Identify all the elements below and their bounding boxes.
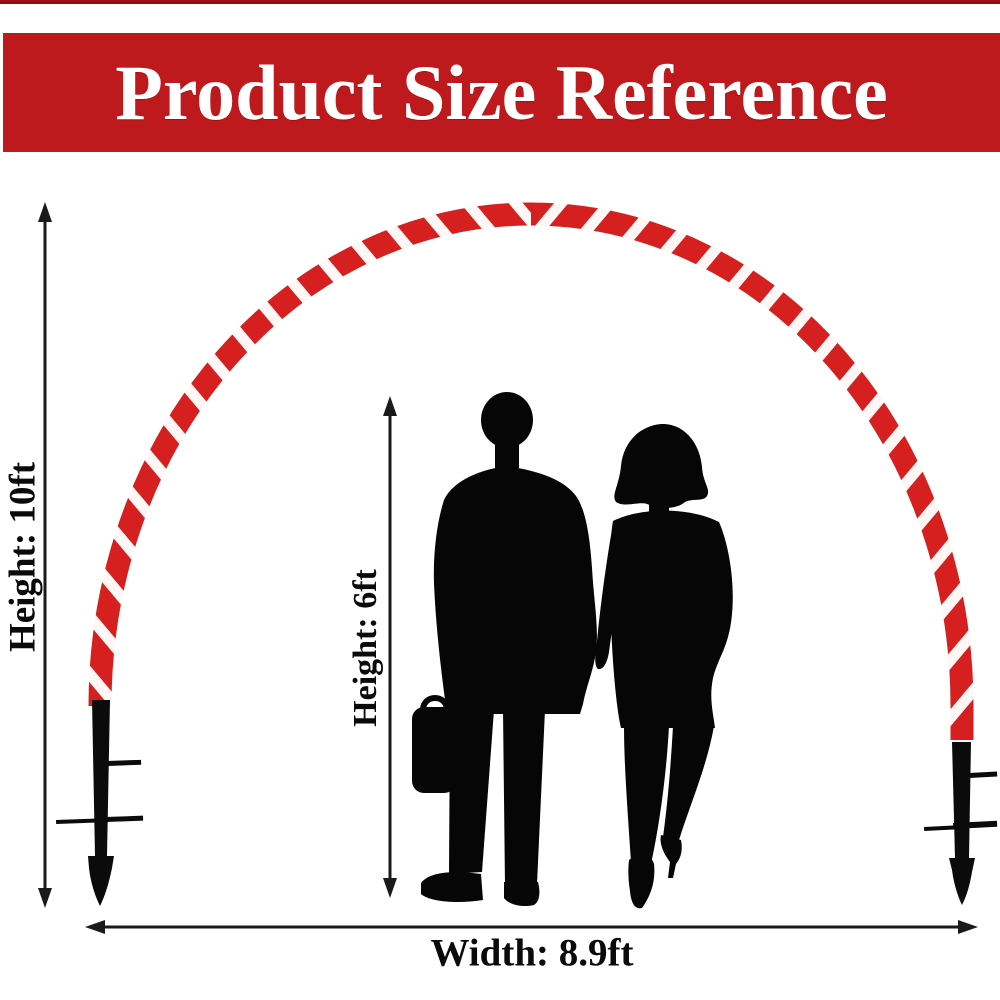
arch-height-label: Height: 10ft xyxy=(2,461,44,653)
top-border-line xyxy=(0,0,1000,4)
person-height-label: Height: 6ft xyxy=(347,569,384,727)
width-arrow-icon xyxy=(85,920,978,934)
person-height-arrow-icon xyxy=(383,396,397,898)
left-ground-stake-icon xyxy=(56,700,144,906)
title-banner: Product Size Reference xyxy=(3,33,1000,152)
right-ground-stake-icon xyxy=(924,742,998,905)
candy-cane-arch-icon xyxy=(88,202,974,740)
arch-height-arrow-icon xyxy=(38,202,52,908)
man-silhouette xyxy=(412,392,597,907)
briefcase-icon xyxy=(412,695,456,793)
width-label: Width: 8.9ft xyxy=(430,931,634,975)
woman-silhouette xyxy=(595,423,733,909)
page-title: Product Size Reference xyxy=(115,48,888,136)
